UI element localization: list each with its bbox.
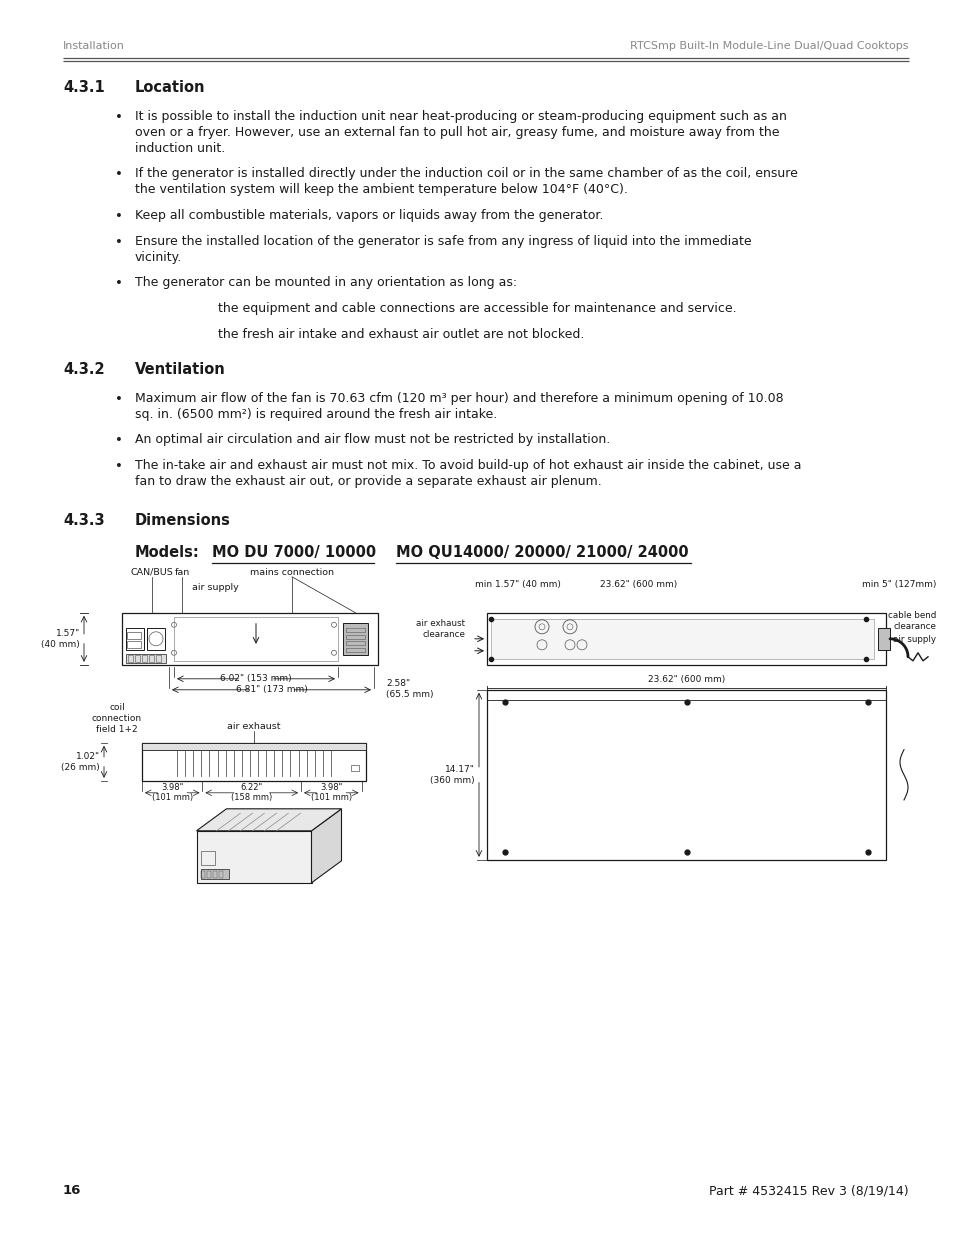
Text: MO QU14000/ 20000/ 21000/ 24000: MO QU14000/ 20000/ 21000/ 24000 [395,545,688,559]
Text: 4.3.1: 4.3.1 [63,80,105,95]
Bar [351,764,358,771]
Bar [142,655,147,662]
Text: If the generator is installed directly under the induction coil or in the same c: If the generator is installed directly u… [135,168,797,180]
Text: 3.98"
(101 mm): 3.98" (101 mm) [152,783,193,803]
Bar [201,871,205,878]
Text: RTCSmp Built-In Module-Line Dual/Quad Cooktops: RTCSmp Built-In Module-Line Dual/Quad Co… [630,41,908,51]
Text: Models:: Models: [135,545,199,559]
Text: 6.02" (153 mm): 6.02" (153 mm) [220,674,292,683]
Bar [200,851,214,864]
Bar [142,742,366,750]
Text: The in-take air and exhaust air must not mix. To avoid build-up of hot exhaust a: The in-take air and exhaust air must not… [135,459,801,472]
Text: CAN/BUS: CAN/BUS [131,568,173,577]
Bar [128,655,132,662]
Text: 23.62" (600 mm): 23.62" (600 mm) [599,579,677,589]
Bar [200,868,229,879]
Text: Ventilation: Ventilation [135,362,226,377]
Bar [173,616,337,661]
Bar [346,629,365,632]
Bar [219,871,223,878]
Text: vicinity.: vicinity. [135,251,182,263]
Text: 4.3.2: 4.3.2 [63,362,105,377]
Text: the ventilation system will keep the ambient temperature below 104°F (40°C).: the ventilation system will keep the amb… [135,183,627,196]
Bar [147,627,165,650]
Bar [346,635,365,638]
Bar [486,613,885,664]
Text: Installation: Installation [63,41,125,51]
Polygon shape [196,809,341,831]
Bar [126,653,166,663]
Text: air exhaust: air exhaust [227,721,280,731]
Text: •: • [115,111,123,124]
Text: min 5" (127mm): min 5" (127mm) [861,579,935,589]
Text: 4.3.3: 4.3.3 [63,513,105,527]
Text: •: • [115,278,123,290]
Text: air supply: air supply [892,635,935,643]
Text: 2.58"
(65.5 mm): 2.58" (65.5 mm) [386,679,433,699]
Text: the equipment and cable connections are accessible for maintenance and service.: the equipment and cable connections are … [218,303,736,315]
Text: fan to draw the exhaust air out, or provide a separate exhaust air plenum.: fan to draw the exhaust air out, or prov… [135,475,601,488]
Bar [122,613,377,664]
Text: •: • [115,210,123,224]
Text: 6.22"
(158 mm): 6.22" (158 mm) [231,783,273,803]
Text: MO DU 7000/ 10000: MO DU 7000/ 10000 [212,545,375,559]
Bar [491,619,873,658]
Text: air supply: air supply [192,583,238,592]
Text: An optimal air circulation and air flow must not be restricted by installation.: An optimal air circulation and air flow … [135,433,610,446]
Text: It is possible to install the induction unit near heat-producing or steam-produc: It is possible to install the induction … [135,110,786,124]
Text: •: • [115,435,123,447]
Bar [142,742,366,781]
Text: Location: Location [135,80,205,95]
Text: •: • [115,168,123,182]
Text: coil
connection
field 1+2: coil connection field 1+2 [91,703,142,734]
Bar [135,655,140,662]
Text: mains connection: mains connection [250,568,334,577]
Bar [127,632,141,638]
Text: oven or a fryer. However, use an external fan to pull hot air, greasy fume, and : oven or a fryer. However, use an externa… [135,126,779,138]
Text: 1.02"
(26 mm): 1.02" (26 mm) [61,752,100,772]
Text: 16: 16 [63,1184,81,1197]
Text: air exhaust
clearance: air exhaust clearance [416,619,464,638]
Bar [213,871,217,878]
Bar [346,648,365,652]
Text: Dimensions: Dimensions [135,513,231,527]
Polygon shape [312,809,341,883]
Text: Ensure the installed location of the generator is safe from any ingress of liqui: Ensure the installed location of the gen… [135,235,751,248]
Text: min 1.57" (40 mm): min 1.57" (40 mm) [475,579,560,589]
Text: Maximum air flow of the fan is 70.63 cfm (120 m³ per hour) and therefore a minim: Maximum air flow of the fan is 70.63 cfm… [135,391,782,405]
Text: induction unit.: induction unit. [135,142,225,154]
Text: the fresh air intake and exhaust air outlet are not blocked.: the fresh air intake and exhaust air out… [218,329,584,341]
Bar [208,871,212,878]
Bar [343,622,368,655]
Text: cable bend
clearance: cable bend clearance [886,611,935,631]
Bar [126,627,144,650]
Text: 14.17"
(360 mm): 14.17" (360 mm) [430,764,475,785]
Bar [149,655,153,662]
Bar [156,655,161,662]
Text: fan: fan [174,568,190,577]
Bar [877,627,889,650]
Text: •: • [115,393,123,406]
Text: The generator can be mounted in any orientation as long as:: The generator can be mounted in any orie… [135,277,517,289]
Polygon shape [196,831,312,883]
Text: 3.98"
(101 mm): 3.98" (101 mm) [311,783,352,803]
Text: Part # 4532415 Rev 3 (8/19/14): Part # 4532415 Rev 3 (8/19/14) [709,1184,908,1197]
Text: •: • [115,461,123,473]
Bar [127,641,141,648]
Text: Keep all combustible materials, vapors or liquids away from the generator.: Keep all combustible materials, vapors o… [135,209,602,222]
Bar [486,690,885,860]
Text: 23.62" (600 mm): 23.62" (600 mm) [647,674,724,684]
Text: 1.57"
(40 mm): 1.57" (40 mm) [41,629,80,648]
Text: •: • [115,236,123,248]
Bar [346,641,365,646]
Text: 6.81" (173 mm): 6.81" (173 mm) [235,685,307,694]
Text: sq. in. (6500 mm²) is required around the fresh air intake.: sq. in. (6500 mm²) is required around th… [135,408,497,421]
